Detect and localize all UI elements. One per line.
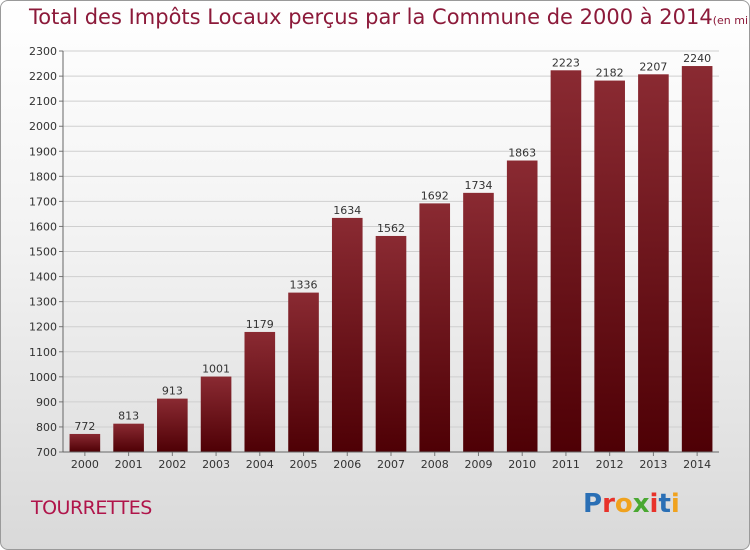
bar [331, 217, 363, 452]
y-tick-label: 1900 [29, 145, 57, 158]
bar [463, 192, 494, 452]
data-labels: 772 813 913 1001 1179 1336 1634 1562 1692 1734 186… [74, 52, 711, 433]
y-tick-label: 1700 [29, 195, 57, 208]
x-tick-label: 2006 [333, 458, 361, 471]
data-label: 913 [162, 385, 183, 398]
data-label: 2207 [639, 60, 667, 73]
y-tick-label: 1500 [29, 246, 57, 259]
y-tick-label: 1300 [29, 296, 57, 309]
x-tick-label: 2002 [158, 458, 186, 471]
logo-letter: i [670, 489, 680, 519]
logo-letter: t [658, 489, 671, 519]
x-tick-label: 2000 [71, 458, 99, 471]
x-tick-label: 2011 [552, 458, 580, 471]
logo-letter: P [583, 489, 603, 519]
data-label: 1634 [333, 204, 361, 217]
logo-letter: x [632, 489, 650, 519]
data-label: 1562 [377, 222, 405, 235]
x-tick-label: 2004 [246, 458, 274, 471]
title-text: Total des Impôts Locaux perçus par la Co… [29, 5, 713, 29]
bar [594, 80, 625, 452]
x-tick-label: 2003 [202, 458, 230, 471]
x-tick-label: 2001 [115, 458, 143, 471]
y-tick-label: 2100 [29, 95, 57, 108]
y-tick-label: 900 [36, 396, 57, 409]
x-axis-ticks: 2000 2001 2002 2003 2004 2005 2006 2007 2008 2009… [71, 452, 711, 471]
chart-title: Total des Impôts Locaux perçus par la Co… [29, 5, 749, 29]
bar [157, 398, 188, 452]
x-tick-label: 2007 [377, 458, 405, 471]
bar [419, 203, 451, 452]
x-tick-label: 2012 [596, 458, 624, 471]
y-tick-label: 700 [36, 446, 57, 459]
data-label: 1863 [508, 147, 536, 160]
y-tick-label: 1400 [29, 271, 57, 284]
data-label: 813 [118, 410, 139, 423]
bar [638, 74, 669, 452]
bar [506, 160, 538, 452]
data-label: 772 [74, 420, 95, 433]
logo-letter: r [602, 489, 615, 519]
bars [69, 66, 713, 452]
x-tick-label: 2009 [464, 458, 492, 471]
bar [550, 70, 582, 452]
y-tick-label: 1600 [29, 220, 57, 233]
logo-letter: o [614, 489, 633, 519]
y-tick-label: 2000 [29, 120, 57, 133]
data-label: 1336 [290, 279, 318, 292]
y-tick-label: 2300 [29, 45, 57, 58]
y-tick-label: 1100 [29, 346, 57, 359]
bar [244, 331, 276, 452]
x-tick-label: 2010 [508, 458, 536, 471]
data-label: 1001 [202, 363, 230, 376]
y-tick-label: 2200 [29, 70, 57, 83]
title-unit: (en milliers d'€) [712, 14, 749, 27]
bar [681, 66, 713, 452]
bar [69, 433, 101, 452]
y-tick-label: 1000 [29, 371, 57, 384]
x-tick-label: 2014 [683, 458, 711, 471]
bar [113, 423, 144, 452]
commune-name: TOURRETTES [31, 497, 152, 519]
x-tick-label: 2013 [639, 458, 667, 471]
x-tick-label: 2008 [421, 458, 449, 471]
bar [375, 235, 407, 452]
data-label: 2240 [683, 52, 711, 65]
axes [62, 51, 719, 453]
y-tick-label: 800 [36, 421, 57, 434]
x-tick-label: 2005 [290, 458, 318, 471]
data-label: 1179 [246, 318, 274, 331]
data-label: 1692 [421, 189, 449, 202]
proxiti-logo[interactable]: Proxiti [583, 489, 680, 519]
bar [288, 292, 319, 452]
data-label: 2182 [596, 67, 624, 80]
y-tick-label: 1200 [29, 321, 57, 334]
data-label: 1734 [464, 179, 492, 192]
y-tick-label: 1800 [29, 170, 57, 183]
data-label: 2223 [552, 56, 580, 69]
logo-letter: i [649, 489, 659, 519]
y-axis-ticks: 700 800 900 1000 1100 1200 1300 1400 1500 1600 170… [29, 45, 63, 459]
bar [200, 376, 232, 452]
